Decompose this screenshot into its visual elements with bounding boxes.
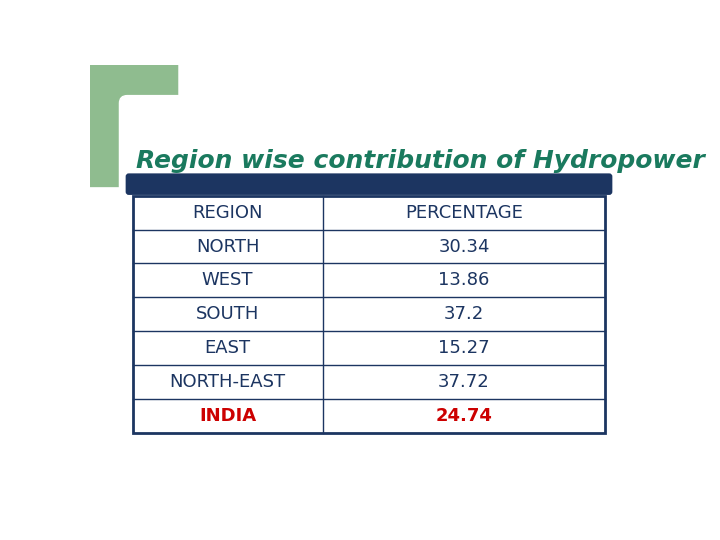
Text: Region wise contribution of Hydropower: Region wise contribution of Hydropower xyxy=(137,148,706,173)
Text: 15.27: 15.27 xyxy=(438,339,490,357)
Text: NORTH: NORTH xyxy=(196,238,259,255)
Text: SOUTH: SOUTH xyxy=(196,305,259,323)
Text: INDIA: INDIA xyxy=(199,407,256,425)
Text: NORTH-EAST: NORTH-EAST xyxy=(169,373,286,391)
Text: REGION: REGION xyxy=(192,204,263,221)
Text: 30.34: 30.34 xyxy=(438,238,490,255)
Text: EAST: EAST xyxy=(204,339,251,357)
Bar xyxy=(132,195,606,433)
Text: 37.2: 37.2 xyxy=(444,305,484,323)
FancyBboxPatch shape xyxy=(76,51,178,186)
Text: PERCENTAGE: PERCENTAGE xyxy=(405,204,523,221)
Text: 24.74: 24.74 xyxy=(436,407,492,425)
Text: 13.86: 13.86 xyxy=(438,272,490,289)
FancyBboxPatch shape xyxy=(120,96,647,411)
FancyBboxPatch shape xyxy=(126,173,612,195)
Text: WEST: WEST xyxy=(202,272,253,289)
Text: 37.72: 37.72 xyxy=(438,373,490,391)
